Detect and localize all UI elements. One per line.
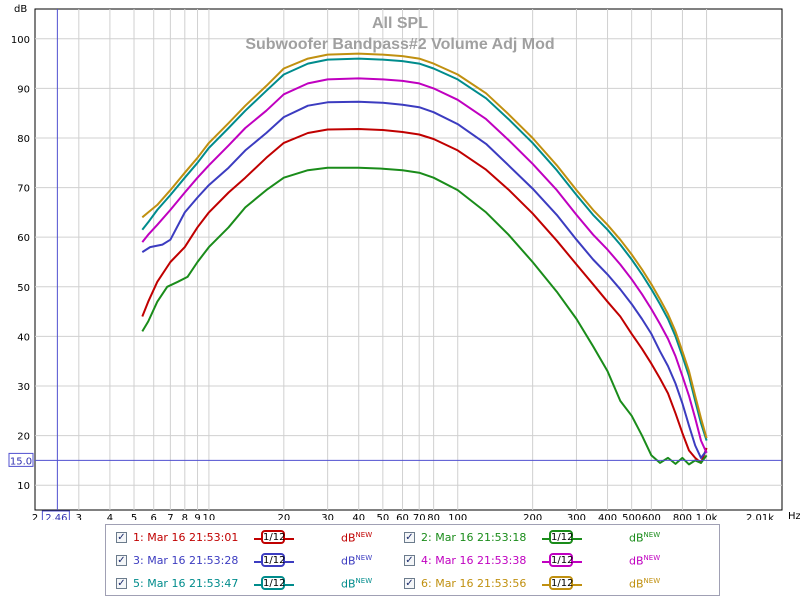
legend-checkbox[interactable]: ✓ <box>116 578 127 589</box>
unit-label[interactable]: dBNEW <box>341 554 373 568</box>
smoothing-button[interactable]: 1/12 <box>542 530 582 546</box>
x-tick-label: 8 <box>182 513 188 520</box>
x-tick-label: 9 <box>194 513 200 520</box>
x-tick-label: 400 <box>598 513 617 520</box>
cursor-x-readout: 2.46 <box>45 513 67 520</box>
x-tick-label: 6 <box>151 513 157 520</box>
smoothing-button[interactable]: 1/12 <box>254 576 294 592</box>
x-tick-label: 5 <box>131 513 137 520</box>
x-tick-label: 4 <box>107 513 113 520</box>
x-tick-label: 200 <box>523 513 542 520</box>
legend-label: 1: Mar 16 21:53:01 <box>133 531 239 544</box>
x-tick-label: 40 <box>352 513 365 520</box>
unit-label[interactable]: dBNEW <box>629 531 661 545</box>
unit-label[interactable]: dBNEW <box>341 531 373 545</box>
cursor-y-readout: 15.0 <box>10 456 32 467</box>
legend-checkbox[interactable]: ✓ <box>116 555 127 566</box>
y-tick-label: 10 <box>17 481 30 492</box>
x-tick-label: 10 <box>203 513 216 520</box>
x-tick-label: 7 <box>167 513 173 520</box>
x-tick-label: 2.01k <box>746 513 774 520</box>
cursor-x-readout-box <box>41 510 70 520</box>
x-tick-label: 2 <box>32 513 38 520</box>
series-line-3 <box>141 100 708 459</box>
smoothing-label: 1/12 <box>261 553 286 567</box>
x-tick-label: 600 <box>642 513 661 520</box>
plot-area[interactable] <box>34 8 783 511</box>
legend-entry-3: ✓ 3: Mar 16 21:53:28 1/12 dBNEW <box>116 553 396 571</box>
x-tick-label: 20 <box>277 513 290 520</box>
y-axis-label: dB <box>14 4 27 15</box>
y-tick-label: 20 <box>17 432 30 443</box>
y-tick-label: 50 <box>17 283 30 294</box>
y-tick-label: 90 <box>17 84 30 95</box>
legend-checkbox[interactable]: ✓ <box>404 578 415 589</box>
legend-label: 2: Mar 16 21:53:18 <box>421 531 527 544</box>
y-tick-label: 80 <box>17 134 30 145</box>
y-tick-labels: 10 20 30 40 50 60 70 80 90 100 <box>11 35 30 492</box>
legend-label: 4: Mar 16 21:53:38 <box>421 554 527 567</box>
x-tick-label: 50 <box>376 513 389 520</box>
chart-subtitle: Subwoofer Bandpass#2 Volume Adj Mod <box>245 36 554 53</box>
series-line-6 <box>141 52 708 439</box>
legend-checkbox[interactable]: ✓ <box>404 555 415 566</box>
y-tick-label: 70 <box>17 184 30 195</box>
y-tick-label: 60 <box>17 233 30 244</box>
legend-label: 3: Mar 16 21:53:28 <box>133 554 239 567</box>
smoothing-label: 1/12 <box>549 530 574 544</box>
legend-entry-1: ✓ 1: Mar 16 21:53:01 1/12 dBNEW <box>116 530 396 548</box>
legend-label: 5: Mar 16 21:53:47 <box>133 577 239 590</box>
series-line-1 <box>141 128 708 464</box>
x-tick-label: 60 <box>396 513 409 520</box>
legend-entry-2: ✓ 2: Mar 16 21:53:18 1/12 dBNEW <box>404 530 684 548</box>
grid-lines <box>35 9 782 510</box>
legend-checkbox[interactable]: ✓ <box>404 532 415 543</box>
smoothing-button[interactable]: 1/12 <box>254 553 294 569</box>
smoothing-button[interactable]: 1/12 <box>542 553 582 569</box>
cursor[interactable]: 15.0 2.46 <box>8 9 782 520</box>
x-tick-label: 300 <box>567 513 586 520</box>
y-tick-label: 40 <box>17 332 30 343</box>
smoothing-label: 1/12 <box>261 576 286 590</box>
series-line-4 <box>141 77 708 454</box>
x-tick-label: 100 <box>448 513 467 520</box>
cursor-y-readout-box <box>8 452 34 467</box>
unit-label[interactable]: dBNEW <box>629 554 661 568</box>
legend-entry-5: ✓ 5: Mar 16 21:53:47 1/12 dBNEW <box>116 576 396 594</box>
x-tick-label: 80 <box>427 513 440 520</box>
smoothing-button[interactable]: 1/12 <box>542 576 582 592</box>
unit-label[interactable]: dBNEW <box>629 577 661 591</box>
chart-title: All SPL <box>372 15 428 32</box>
series-line-5 <box>141 57 708 441</box>
legend-entry-6: ✓ 6: Mar 16 21:53:56 1/12 dBNEW <box>404 576 684 594</box>
x-tick-label: 70 <box>413 513 426 520</box>
smoothing-label: 1/12 <box>549 553 574 567</box>
x-tick-label: 3 <box>76 513 82 520</box>
legend-entry-4: ✓ 4: Mar 16 21:53:38 1/12 dBNEW <box>404 553 684 571</box>
y-tick-label: 100 <box>11 35 30 46</box>
smoothing-label: 1/12 <box>549 576 574 590</box>
x-tick-label: 800 <box>673 513 692 520</box>
x-tick-labels: 2 3 4 5 6 7 8 9 10 20 30 40 50 60 70 80 100 200 300 400 500 6… <box>32 513 774 520</box>
y-tick-label: 30 <box>17 382 30 393</box>
unit-label[interactable]: dBNEW <box>341 577 373 591</box>
legend-label: 6: Mar 16 21:53:56 <box>421 577 527 590</box>
series-line-2 <box>141 166 708 466</box>
legend: ✓ 1: Mar 16 21:53:01 1/12 dBNEW ✓ 2: Mar 16 2… <box>105 524 720 596</box>
series-lines <box>141 52 708 466</box>
x-tick-label: 30 <box>321 513 334 520</box>
x-axis-label: Hz <box>788 511 800 520</box>
legend-checkbox[interactable]: ✓ <box>116 532 127 543</box>
x-tick-label: 500 <box>622 513 641 520</box>
smoothing-button[interactable]: 1/12 <box>254 530 294 546</box>
x-tick-label: 1.0k <box>696 513 718 520</box>
smoothing-label: 1/12 <box>261 530 286 544</box>
